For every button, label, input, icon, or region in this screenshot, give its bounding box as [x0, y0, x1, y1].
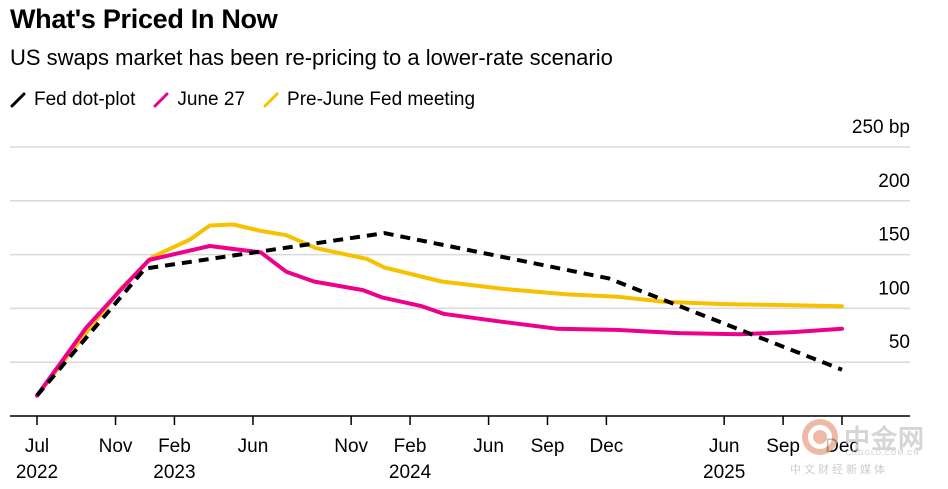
series-line-pre-june-fed-meeting — [35, 222, 844, 398]
x-tick-label-8: Dec — [589, 436, 623, 457]
y-tick-label-150: 150 — [878, 225, 910, 246]
y-tick-label-100: 100 — [878, 278, 910, 299]
x-tick-label-2: Feb — [158, 436, 191, 457]
x-tick-label-7: Sep — [531, 436, 565, 457]
x-tick-label-5: Feb — [394, 436, 427, 457]
x-tick-year-2: 2023 — [153, 462, 195, 483]
legend-item-fed-dot-plot: Fed dot-plot — [10, 89, 135, 111]
x-tick-label-9: Jun — [709, 436, 740, 457]
x-tick-label-6: Jun — [473, 436, 504, 457]
legend-item-june-27: June 27 — [153, 89, 245, 111]
chart-title: What's Priced In Now — [10, 4, 278, 34]
cngold-logo-icon — [802, 419, 838, 455]
x-tick-year-0: 2022 — [16, 462, 58, 483]
chart-subtitle: US swaps market has been re-pricing to a… — [10, 45, 613, 70]
x-tick-label-1: Nov — [99, 436, 133, 457]
watermark-sub: 中文财经新媒体 — [790, 463, 888, 476]
x-tick-label-10: Sep — [766, 436, 800, 457]
x-tick-year-5: 2024 — [389, 462, 432, 483]
watermark-cn: 中金网 — [844, 425, 926, 455]
legend-label-june-27: June 27 — [177, 89, 246, 110]
y-tick-label-200: 200 — [878, 171, 910, 192]
legend-swatch-pre-june — [263, 92, 279, 108]
legend-label-fed-dot-plot: Fed dot-plot — [34, 89, 136, 110]
legend-swatch-fed-dot-plot — [10, 92, 26, 108]
x-tick-label-0: Jul — [25, 436, 49, 457]
watermark: 中金网 CNGOLD.COM.CN 中文财经新媒体 — [790, 417, 940, 479]
y-tick-label-50: 50 — [889, 332, 910, 353]
legend-swatch-june-27 — [153, 92, 169, 108]
series-line-fed-dot-plot — [35, 231, 843, 397]
x-tick-label-4: Nov — [334, 436, 368, 457]
x-tick-label-3: Jun — [238, 436, 269, 457]
watermark-en: CNGOLD.COM.CN — [846, 450, 920, 457]
legend: Fed dot-plot June 27 Pre-June Fed meetin… — [10, 86, 493, 114]
series-line-june-27 — [35, 244, 844, 398]
legend-item-pre-june: Pre-June Fed meeting — [263, 89, 475, 111]
y-tick-label-250: 250 bp — [852, 117, 910, 138]
legend-label-pre-june: Pre-June Fed meeting — [287, 89, 476, 110]
x-tick-year-9: 2025 — [703, 462, 745, 483]
